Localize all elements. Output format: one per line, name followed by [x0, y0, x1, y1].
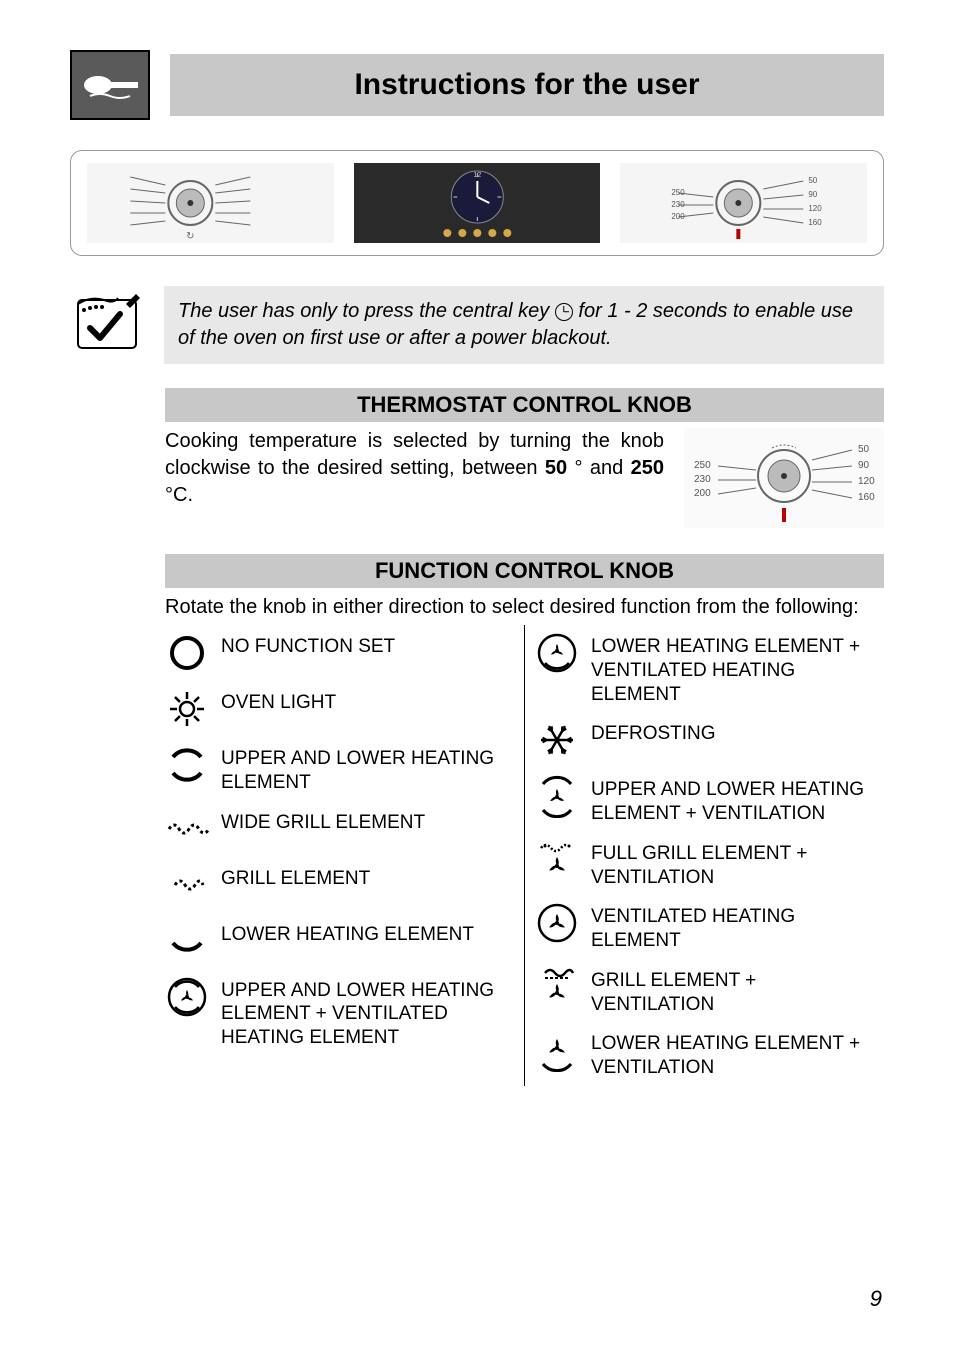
function-item-right-4: VENTILATED HEATING ELEMENT: [535, 895, 884, 959]
thermo-temp-high: 250: [631, 457, 664, 479]
thermo-text-after: °C.: [165, 484, 193, 506]
svg-text:230: 230: [672, 200, 686, 209]
svg-text:120: 120: [858, 476, 875, 487]
function-item-right-5: GRILL ELEMENT + VENTILATION: [535, 959, 884, 1023]
function-item-right-3: FULL GRILL ELEMENT + VENTILATION: [535, 832, 884, 896]
function-item-left-0: NO FUNCTION SET: [165, 625, 514, 681]
function-label-right-4: VENTILATED HEATING ELEMENT: [591, 901, 884, 953]
function-item-left-5: LOWER HEATING ELEMENT: [165, 913, 514, 969]
thermostat-knob-diagram: 250 230 200 50 90 120 160: [684, 428, 884, 528]
wavy-narrow-icon: [165, 863, 209, 907]
control-panel-overview: ↻ 12: [70, 150, 884, 256]
svg-text:230: 230: [694, 474, 711, 485]
svg-text:120: 120: [809, 204, 823, 213]
thermo-text-between: ° and: [575, 457, 631, 479]
bottom-fan-circle-icon: [535, 631, 579, 675]
function-label-left-3: WIDE GRILL ELEMENT: [221, 807, 425, 835]
function-label-right-6: LOWER HEATING ELEMENT + VENTILATION: [591, 1028, 884, 1080]
top-bottom-fan-icon: [535, 774, 579, 818]
wavy-wide-icon: [165, 807, 209, 851]
function-section-title: FUNCTION CONTROL KNOB: [165, 554, 884, 588]
page-title: Instructions for the user: [170, 54, 884, 116]
note-text-before: The user has only to press the central k…: [178, 300, 555, 322]
svg-text:200: 200: [694, 488, 711, 499]
right-knob-diagram: 250 230 200 50 90 120 160: [620, 163, 867, 243]
function-column-left: NO FUNCTION SET OVEN LIGHT UPPER AND LOWE…: [165, 625, 525, 1086]
bottom-arc-icon: [165, 919, 209, 963]
function-label-left-6: UPPER AND LOWER HEATING ELEMENT + VENTIL…: [221, 975, 514, 1050]
svg-text:12: 12: [473, 172, 481, 179]
top-bottom-arc-icon: [165, 743, 209, 787]
function-column-right: LOWER HEATING ELEMENT + VENTILATED HEATI…: [525, 625, 884, 1086]
header-spoon-icon: [70, 50, 150, 120]
first-use-note-text: The user has only to press the central k…: [164, 286, 884, 364]
thermostat-text: Cooking temperature is selected by turni…: [165, 428, 664, 528]
bottom-fan-icon: [535, 1028, 579, 1072]
function-label-left-2: UPPER AND LOWER HEATING ELEMENT: [221, 743, 514, 795]
function-item-right-6: LOWER HEATING ELEMENT + VENTILATION: [535, 1022, 884, 1086]
function-item-left-1: OVEN LIGHT: [165, 681, 514, 737]
svg-text:250: 250: [694, 460, 711, 471]
function-item-right-1: DEFROSTING: [535, 712, 884, 768]
function-item-left-2: UPPER AND LOWER HEATING ELEMENT: [165, 737, 514, 801]
svg-text:250: 250: [672, 188, 686, 197]
svg-text:200: 200: [672, 212, 686, 221]
svg-text:50: 50: [858, 444, 870, 455]
svg-text:160: 160: [858, 492, 875, 503]
header: Instructions for the user: [70, 50, 884, 120]
svg-text:90: 90: [809, 190, 818, 199]
svg-text:50: 50: [809, 176, 818, 185]
function-label-left-1: OVEN LIGHT: [221, 687, 336, 715]
center-clock-diagram: 12: [354, 163, 601, 243]
snowflake-icon: [535, 718, 579, 762]
function-item-right-2: UPPER AND LOWER HEATING ELEMENT + VENTIL…: [535, 768, 884, 832]
function-label-left-5: LOWER HEATING ELEMENT: [221, 919, 474, 947]
circle-outline-icon: [165, 631, 209, 675]
function-item-left-6: UPPER AND LOWER HEATING ELEMENT + VENTIL…: [165, 969, 514, 1056]
grill-fan-icon: [535, 838, 579, 882]
thermo-temp-low: 50: [545, 457, 567, 479]
svg-text:↻: ↻: [186, 231, 194, 242]
fan-circle-icon: [535, 901, 579, 945]
svg-text:160: 160: [809, 218, 823, 227]
function-label-right-0: LOWER HEATING ELEMENT + VENTILATED HEATI…: [591, 631, 884, 706]
notebook-check-icon: [70, 286, 150, 356]
thermostat-section-title: THERMOSTAT CONTROL KNOB: [165, 388, 884, 422]
function-item-right-0: LOWER HEATING ELEMENT + VENTILATED HEATI…: [535, 625, 884, 712]
function-label-right-3: FULL GRILL ELEMENT + VENTILATION: [591, 838, 884, 890]
grill-top-fan-icon: [535, 965, 579, 1009]
svg-text:90: 90: [858, 460, 870, 471]
central-key-clock-icon: [555, 303, 573, 321]
page-number: 9: [870, 1286, 882, 1312]
thermostat-section: Cooking temperature is selected by turni…: [165, 428, 884, 528]
first-use-note: The user has only to press the central k…: [70, 286, 884, 364]
function-label-right-2: UPPER AND LOWER HEATING ELEMENT + VENTIL…: [591, 774, 884, 826]
sun-icon: [165, 687, 209, 731]
left-knob-diagram: ↻: [87, 163, 334, 243]
function-item-left-4: GRILL ELEMENT: [165, 857, 514, 913]
function-table: NO FUNCTION SET OVEN LIGHT UPPER AND LOWE…: [165, 625, 884, 1086]
function-label-right-5: GRILL ELEMENT + VENTILATION: [591, 965, 884, 1017]
function-label-left-0: NO FUNCTION SET: [221, 631, 395, 659]
top-bottom-fan-circle-icon: [165, 975, 209, 1019]
function-intro: Rotate the knob in either direction to s…: [165, 594, 884, 621]
function-label-left-4: GRILL ELEMENT: [221, 863, 370, 891]
function-item-left-3: WIDE GRILL ELEMENT: [165, 801, 514, 857]
function-label-right-1: DEFROSTING: [591, 718, 716, 746]
